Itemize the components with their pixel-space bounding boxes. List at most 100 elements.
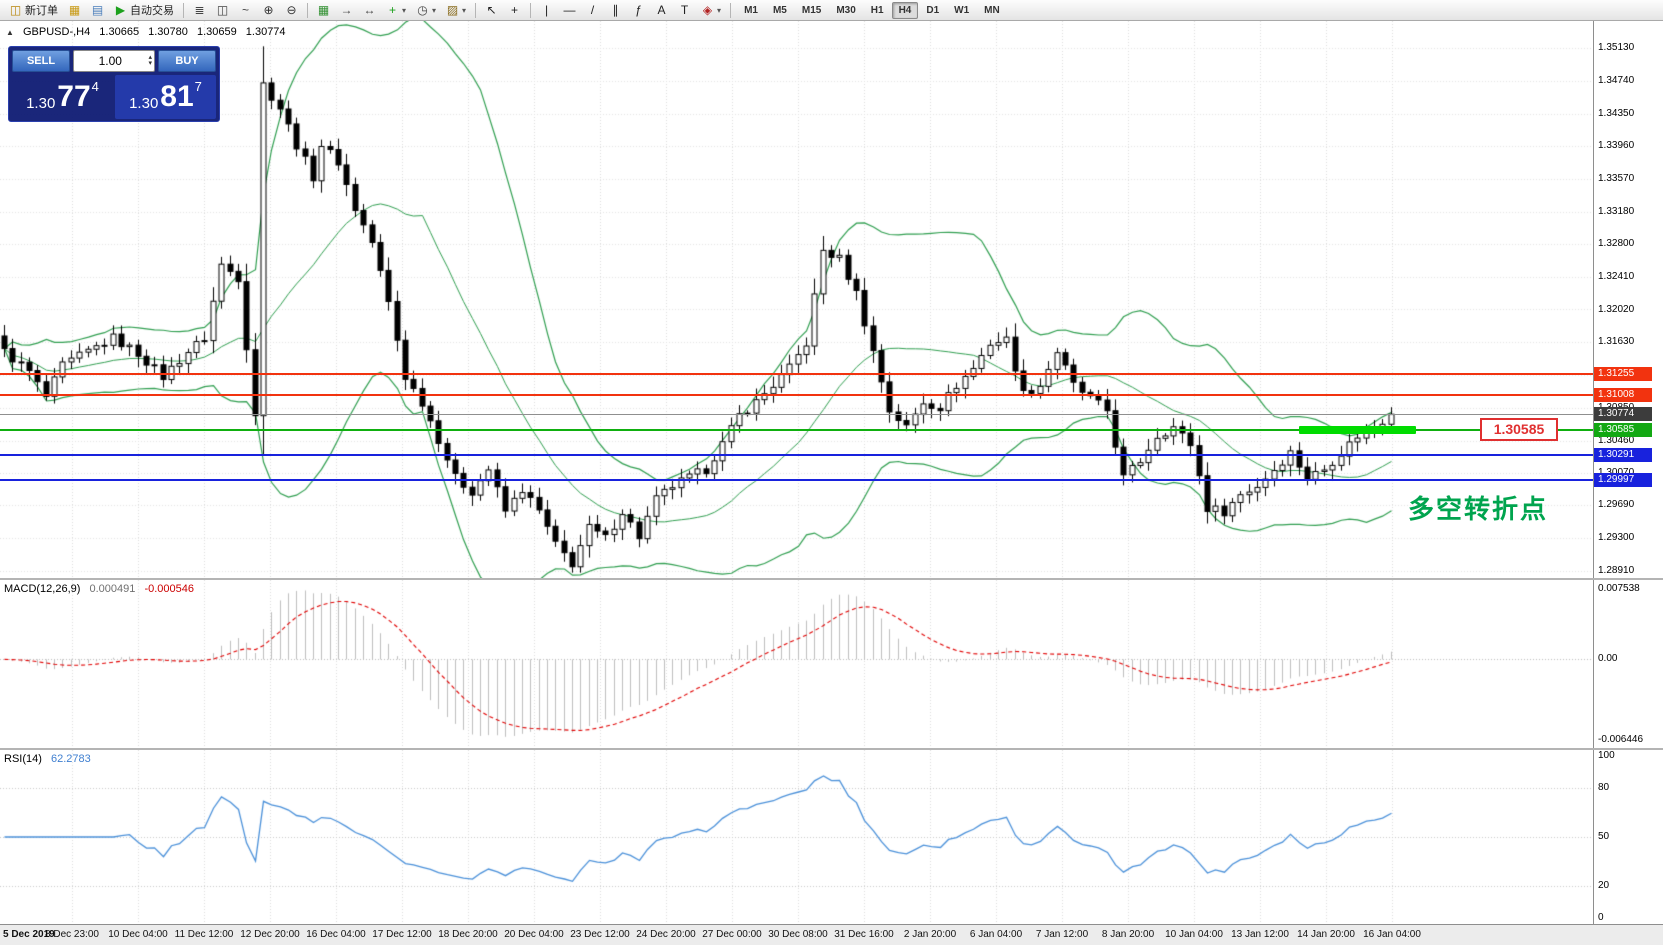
zoom-in-button[interactable]: ⊕ [257,1,280,19]
horizontal-line-1.31008[interactable] [0,393,1593,396]
macd-axis-zero-label: 0.00 [1598,653,1618,665]
tile-windows-icon: ▦ [317,2,330,17]
dropdown-caret-icon: ▾ [717,5,722,15]
lot-up-icon[interactable]: ▴ [148,54,152,61]
time-axis-label: 16 Dec 04:00 [306,929,366,940]
rsi-axis-label: 50 [1598,831,1610,842]
timeframe-m5-button[interactable]: M5 [772,4,787,16]
buy-button[interactable]: BUY [158,50,216,72]
text-button[interactable]: A [650,1,673,19]
time-axis-label: 27 Dec 00:00 [702,929,762,940]
timeframe-m30-button[interactable]: M30 [836,4,856,16]
candlestick-mode-button[interactable]: ◫ [211,1,234,19]
arrow-tools-button[interactable]: ◈ ▾ [696,1,726,19]
price-axis-label: 1.33180 [1598,205,1635,217]
horizontal-line-1.30585[interactable] [0,429,1593,432]
rsi-axis-label: 100 [1598,750,1615,761]
main-chart-canvas[interactable] [0,21,1593,578]
timeframe-h1-button[interactable]: H1 [870,4,884,16]
buy-price[interactable]: 1.30 81 7 [115,75,216,119]
timeframe-m1-button[interactable]: M1 [744,4,758,16]
price-axis-label: 1.32020 [1598,303,1635,315]
periods-button[interactable]: ◷ ▾ [411,1,441,19]
price-axis-label: 1.32410 [1598,270,1635,282]
price-axis-label: 1.33570 [1598,173,1635,185]
zoom-out-button[interactable]: ⊖ [280,1,303,19]
macd-axis-bottom-label: -0.006446 [1598,734,1644,745]
time-axis-label: 6 Jan 04:00 [969,929,1023,940]
price-axis-label: 1.29690 [1598,499,1635,511]
lot-size-field[interactable]: ▴ ▾ [73,50,155,72]
fibonacci-button[interactable]: ƒ [627,1,650,19]
trendline-button[interactable]: / [581,1,604,19]
price-axis-label: 1.30460 [1598,434,1635,446]
one-click-collapse-icon[interactable]: ▲ [6,28,14,37]
line-chart-mode-button[interactable]: ~ [234,1,257,19]
time-axis-label: 11 Dec 12:00 [174,929,234,940]
lot-down-icon[interactable]: ▾ [148,60,152,67]
vertical-line-button[interactable]: | [535,1,558,19]
time-axis-label: 8 Dec 23:00 [45,929,99,940]
timeframe-m15-button[interactable]: M15 [801,4,822,16]
timeframe-h4-button[interactable]: H4 [891,1,919,19]
time-axis[interactable]: 5 Dec 2019 8 Dec 23:00 10 Dec 04:00 11 Dec … [0,924,1663,945]
horizontal-line-1.31255[interactable] [0,372,1593,375]
lot-size-input[interactable] [74,54,147,68]
horizontal-line-button[interactable]: — [558,1,581,19]
arrow-tools-icon: ◈ [702,2,713,17]
zoom-in-icon: ⊕ [263,2,274,17]
toolbar-separator [183,2,184,18]
channel-button[interactable]: ∥ [604,1,627,19]
tile-windows-button[interactable]: ▦ [312,1,335,19]
add-indicator-button[interactable]: + ▾ [381,1,411,19]
macd-canvas[interactable] [0,580,1593,748]
buy-price-point: 7 [194,79,202,94]
cursor-icon: ↖ [486,2,497,17]
lot-stepper[interactable]: ▴ ▾ [146,54,154,67]
dropdown-caret-icon: ▾ [432,5,437,15]
chart-open-value: 1.30665 [99,26,140,38]
bar-chart-icon: ≣ [194,2,205,17]
chart-profiles-button[interactable]: ▦ [63,1,86,19]
chart-high-value: 1.30780 [148,26,188,38]
dropdown-caret-icon: ▾ [402,5,407,15]
macd-panel-splitter[interactable] [0,578,1663,580]
new-order-button[interactable]: ◫ 新订单 [4,1,63,19]
macd-main-value: 0.000491 [89,583,136,595]
candlestick-icon: ◫ [216,2,229,17]
price-callout-label[interactable]: 1.30585 [1480,418,1558,442]
green-highlight-segment[interactable] [1299,426,1416,435]
trade-panel-prices: 1.30 77 4 1.30 81 7 [12,75,216,119]
autotrade-button[interactable]: ▶ 自动交易 [109,1,179,19]
timeframe-mn-button[interactable]: MN [984,4,1000,16]
rsi-canvas[interactable] [0,750,1593,924]
auto-scroll-button[interactable]: → [335,1,358,19]
timeframe-w1-button[interactable]: W1 [954,4,970,16]
horizontal-line-1.29997[interactable] [0,478,1593,481]
text-label-button[interactable]: T [673,1,696,19]
timeframe-d1-button[interactable]: D1 [926,4,940,16]
cursor-button[interactable]: ↖ [480,1,503,19]
chart-shift-button[interactable]: ↔ [358,1,381,19]
price-axis[interactable]: 0.007538 0.00 -0.006446 100 80 50 20 0 1.3513… [1593,21,1663,924]
macd-title: MACD(12,26,9) [4,583,81,595]
chart-shift-icon: ↔ [363,2,376,17]
new-order-button-label: 新订单 [25,5,58,17]
terminal-button[interactable]: ▤ [86,1,109,19]
turning-point-annotation[interactable]: 多空转折点 [1408,494,1549,524]
rsi-panel-splitter[interactable] [0,748,1663,750]
chart-symbol-period: GBPUSD-,H4 [22,26,91,38]
sell-button[interactable]: SELL [12,50,70,72]
sell-price[interactable]: 1.30 77 4 [12,75,113,119]
templates-button[interactable]: ▨ ▾ [441,1,471,19]
text-icon: A [657,2,666,17]
time-axis-label: 8 Jan 20:00 [1101,929,1155,940]
price-axis-label: 1.28910 [1598,565,1635,576]
bar-chart-mode-button[interactable]: ≣ [188,1,211,19]
crosshair-button[interactable]: + [503,1,526,19]
sell-price-pips: 77 [57,80,91,113]
autotrade-button-label: 自动交易 [130,5,174,17]
price-tag: 1.29997 [1594,472,1652,487]
vertical-line-icon: | [544,2,549,17]
horizontal-line-1.30291[interactable] [0,453,1593,456]
